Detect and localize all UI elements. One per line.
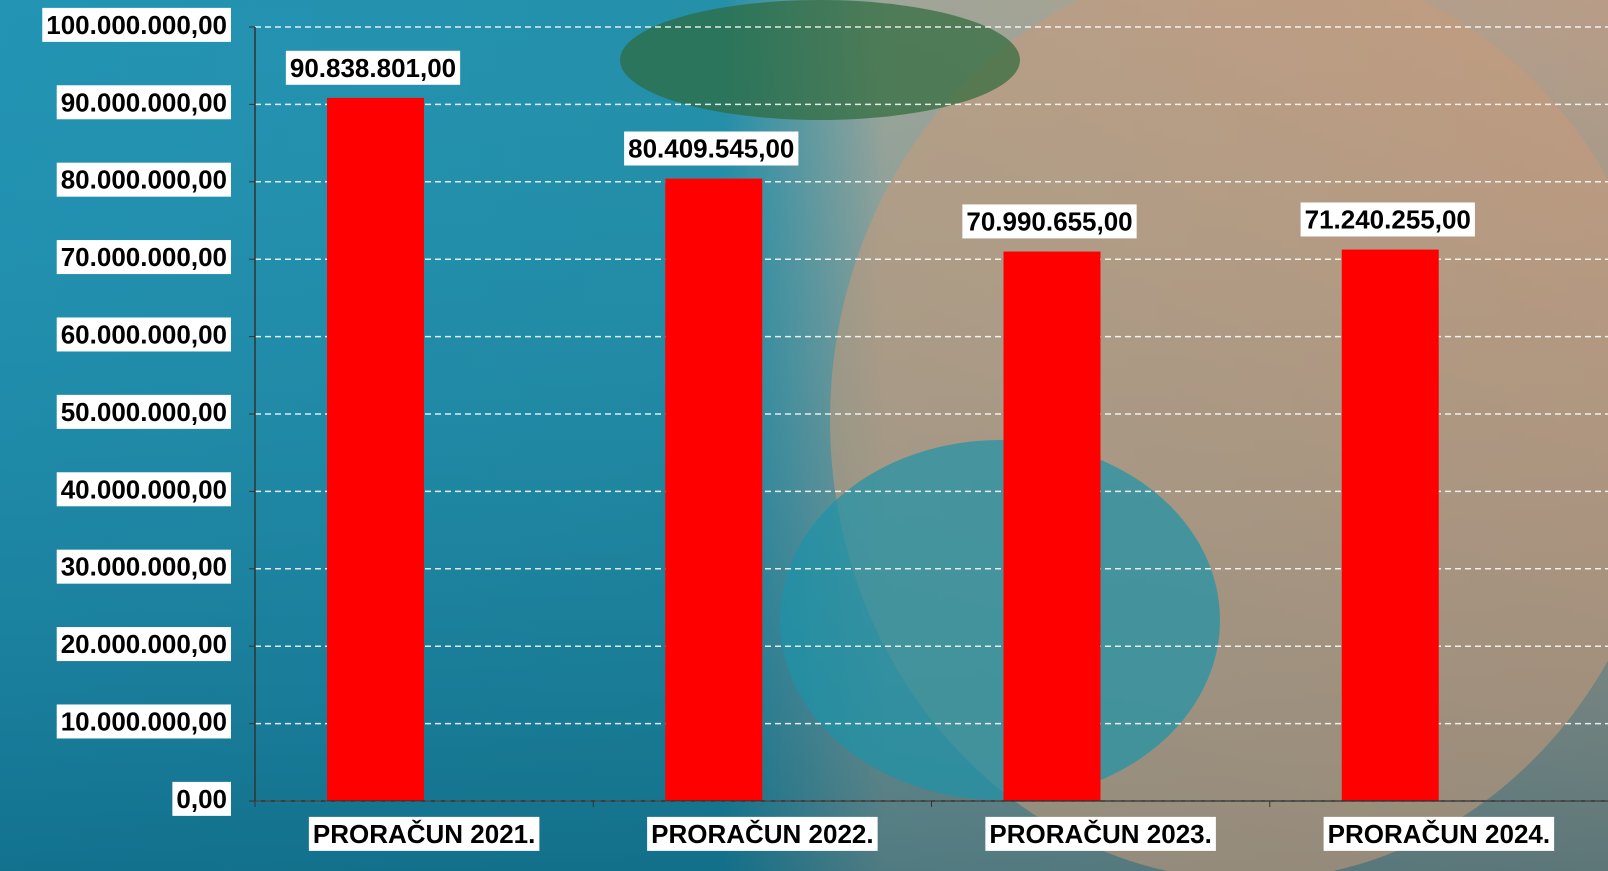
bar [1004,252,1101,801]
bar [327,98,424,801]
y-tick-label: 60.000.000,00 [61,319,227,349]
value-label: 90.838.801,00 [290,53,456,83]
value-label: 71.240.255,00 [1305,204,1471,234]
x-tick-label: PRORAČUN 2024. [1328,819,1551,849]
x-tick-label: PRORAČUN 2023. [989,819,1212,849]
page: 0,00 10.000.000,00 20.000.000,00 30.000.000… [0,0,1608,871]
harbor [780,440,1220,800]
value-label: 70.990.655,00 [966,206,1132,236]
y-tick-label: 10.000.000,00 [61,706,227,736]
y-tick-label: 30.000.000,00 [61,552,227,582]
x-tick-label: PRORAČUN 2022. [651,819,874,849]
y-tick-label: 80.000.000,00 [61,165,227,195]
y-tick-label: 70.000.000,00 [61,242,227,272]
y-tick-label: 90.000.000,00 [61,87,227,117]
y-tick-label: 20.000.000,00 [61,629,227,659]
value-label: 80.409.545,00 [628,134,794,164]
x-tick-label: PRORAČUN 2021. [313,819,536,849]
y-tick-label: 40.000.000,00 [61,474,227,504]
bar [1342,250,1439,801]
trees [620,0,1020,120]
bar [665,179,762,801]
y-tick-label: 50.000.000,00 [61,397,227,427]
y-tick-label: 100.000.000,00 [46,10,227,40]
y-tick-label: 0,00 [176,784,227,814]
chart: 0,00 10.000.000,00 20.000.000,00 30.000.000… [0,0,1608,871]
